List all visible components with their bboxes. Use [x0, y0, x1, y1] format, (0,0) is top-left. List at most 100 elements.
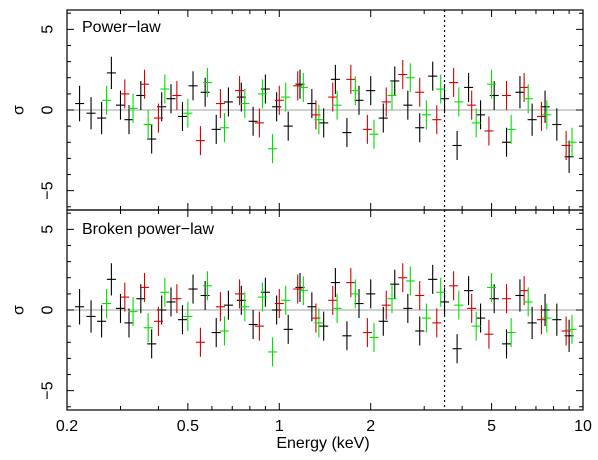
data-point [328, 285, 338, 315]
data-point [452, 334, 462, 364]
data-point [281, 285, 291, 315]
data-point [378, 306, 388, 336]
data-point [139, 272, 150, 302]
data-point [415, 280, 425, 310]
data-point [501, 80, 512, 110]
data-point [202, 68, 212, 98]
data-point [195, 126, 205, 156]
data-point [432, 105, 442, 135]
data-point [415, 113, 425, 143]
data-point [160, 74, 170, 104]
data-point [188, 274, 198, 304]
data-point [143, 313, 153, 343]
y-tick-label: 5 [40, 25, 57, 34]
data-point [387, 80, 397, 110]
data-point [350, 279, 360, 309]
data-point [219, 113, 230, 143]
data-point [183, 98, 193, 128]
x-tick-label: 5 [487, 418, 496, 435]
data-point [381, 290, 391, 320]
y-tick-label: −5 [40, 381, 57, 399]
data-point [160, 277, 170, 307]
data-point [219, 316, 230, 346]
data-point [350, 76, 360, 106]
data-point [75, 289, 85, 325]
data-point [467, 90, 477, 120]
y-tick-label: 5 [40, 225, 57, 234]
data-point [211, 318, 221, 348]
data-point [536, 305, 547, 335]
panel-power-law: Power−law σ −5 0 5 [11, 9, 584, 211]
data-point [86, 300, 96, 333]
data-point [449, 68, 459, 98]
y-tick-label: 0 [40, 305, 57, 314]
panel-power-law-marks [67, 56, 583, 173]
data-point [542, 100, 552, 130]
data-point [293, 71, 303, 101]
x-tick-label: 0.2 [56, 418, 78, 435]
data-point [484, 319, 494, 349]
data-point [387, 284, 397, 314]
data-point [240, 292, 250, 322]
data-point [307, 292, 317, 322]
y-tick-label: 0 [40, 105, 57, 114]
data-point [124, 308, 134, 338]
data-point [405, 63, 415, 93]
data-point [128, 297, 138, 327]
data-point [211, 114, 221, 144]
data-point [235, 279, 245, 309]
panel-power-law-title: Power−law [82, 19, 161, 36]
data-point [274, 85, 284, 115]
data-point [248, 106, 258, 136]
data-point [552, 303, 562, 336]
data-point [136, 80, 146, 110]
data-point [223, 290, 233, 320]
data-point [143, 110, 153, 140]
data-point [314, 105, 324, 135]
data-point [254, 108, 264, 138]
data-point [369, 119, 379, 149]
data-point [342, 321, 352, 351]
data-point [293, 274, 303, 304]
data-point [519, 72, 529, 102]
data-point [124, 105, 134, 135]
data-point [328, 82, 338, 112]
data-point [362, 318, 372, 348]
panel-broken-power-law-marks [67, 263, 583, 367]
data-point [501, 127, 512, 157]
data-point [561, 130, 571, 160]
data-point [248, 310, 258, 340]
data-point [202, 271, 212, 301]
data-point [254, 311, 264, 341]
data-point [366, 76, 376, 106]
data-point [319, 311, 329, 341]
data-point [436, 74, 446, 104]
data-point [501, 329, 512, 359]
data-point [172, 284, 182, 314]
data-point [195, 327, 205, 357]
data-point [166, 84, 176, 114]
data-point [215, 89, 225, 119]
data-point [436, 277, 446, 307]
data-point [428, 61, 438, 91]
data-point [519, 276, 529, 306]
data-point [484, 116, 494, 146]
data-point [432, 308, 442, 338]
data-point [542, 303, 552, 333]
data-point [381, 87, 391, 117]
x-tick-label: 0.5 [177, 418, 199, 435]
data-point [330, 64, 340, 94]
data-point [489, 284, 499, 314]
data-point [267, 337, 278, 367]
data-point [86, 97, 96, 130]
data-point [139, 69, 150, 99]
data-point [106, 263, 116, 296]
data-point [506, 114, 516, 144]
data-point [378, 103, 388, 133]
data-point [464, 72, 474, 102]
data-point [120, 282, 130, 312]
data-point [487, 69, 497, 99]
data-point [454, 87, 464, 117]
data-point [97, 305, 107, 338]
